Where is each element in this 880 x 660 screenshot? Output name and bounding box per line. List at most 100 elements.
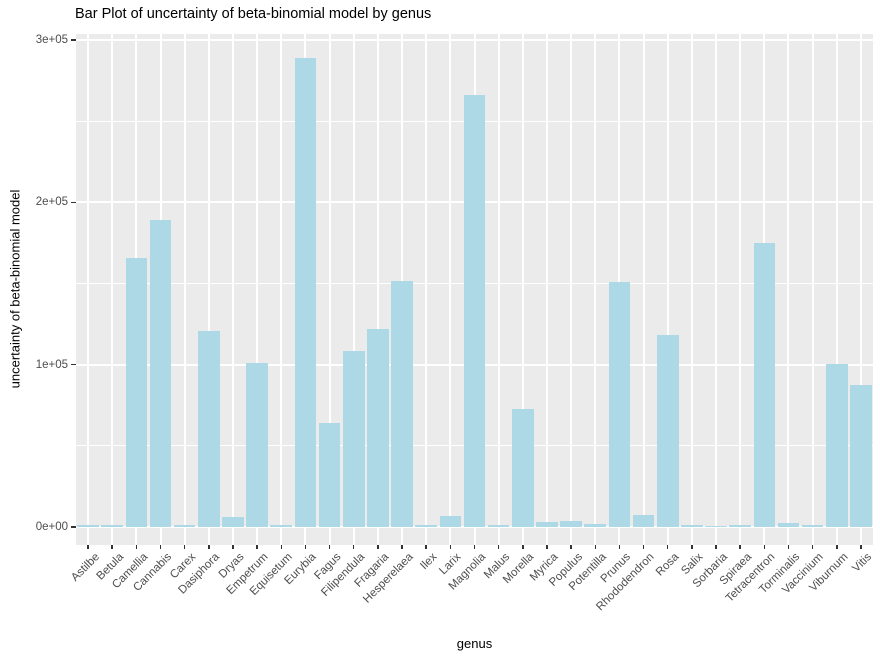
x-tick-label: Rosa xyxy=(653,551,682,579)
bar-astilbe xyxy=(77,524,99,527)
y-tick xyxy=(71,201,76,204)
bar-morella xyxy=(512,409,534,527)
gridline-vertical xyxy=(87,34,90,545)
bar-vaccinium xyxy=(801,524,824,527)
x-tick xyxy=(497,545,500,549)
bar-betula xyxy=(101,525,124,527)
x-tick xyxy=(618,545,621,549)
gridline-vertical xyxy=(859,34,862,545)
x-tick xyxy=(570,545,572,549)
x-tick xyxy=(159,545,162,549)
x-tick xyxy=(208,545,210,549)
x-tick xyxy=(401,545,403,549)
gridline-vertical xyxy=(545,34,548,545)
bar-rhododendron xyxy=(632,515,655,527)
gridline-vertical xyxy=(835,34,838,545)
gridline-vertical xyxy=(449,34,452,545)
bar-empetrum xyxy=(246,363,268,527)
gridline-vertical xyxy=(739,34,742,545)
x-tick xyxy=(256,545,258,549)
bar-prunus xyxy=(608,281,631,527)
gridline-vertical xyxy=(521,34,524,545)
x-tick-label: Vitis xyxy=(850,551,875,575)
x-tick xyxy=(377,545,379,549)
gridline-vertical xyxy=(715,34,717,545)
bar-populus xyxy=(560,521,582,527)
gridline-vertical xyxy=(328,34,331,545)
bar-equisetum xyxy=(270,525,293,527)
gridline-vertical xyxy=(787,34,790,545)
bar-cannabis xyxy=(149,220,172,527)
bar-ilex xyxy=(415,524,437,527)
bar-tetracentron xyxy=(753,242,776,527)
x-tick xyxy=(87,545,89,549)
bar-carex xyxy=(173,524,196,527)
bar-myrica xyxy=(536,522,558,527)
bar-camellia xyxy=(125,257,148,527)
x-tick-label: Astilbe xyxy=(68,551,102,584)
bar-salix xyxy=(681,524,703,527)
bar-spiraea xyxy=(729,525,751,527)
gridline-vertical xyxy=(352,34,355,545)
x-tick xyxy=(836,545,838,549)
x-tick xyxy=(715,545,717,549)
bar-filipendula xyxy=(342,350,365,527)
x-tick xyxy=(135,545,138,549)
x-tick xyxy=(183,545,186,549)
bar-dasiphora xyxy=(198,330,220,527)
gridline-vertical xyxy=(690,34,693,545)
x-tick xyxy=(691,545,693,549)
y-tick-label: 2e+05 xyxy=(35,196,68,209)
bar-sorbaria xyxy=(705,525,727,527)
x-tick xyxy=(860,545,862,549)
y-tick-label: 1e+05 xyxy=(35,358,68,371)
gridline-vertical xyxy=(207,34,210,545)
x-tick xyxy=(473,545,476,549)
gridline-vertical xyxy=(811,34,814,545)
gridline-vertical xyxy=(376,34,379,545)
x-tick xyxy=(763,545,766,549)
y-tick xyxy=(71,363,76,366)
bar-eurybia xyxy=(294,57,317,527)
x-tick xyxy=(787,545,790,549)
gridline-vertical xyxy=(497,34,500,545)
gridline-vertical xyxy=(642,34,645,545)
bar-malus xyxy=(487,525,510,527)
x-tick xyxy=(449,545,452,549)
bar-rosa xyxy=(656,335,679,527)
y-tick xyxy=(71,39,76,41)
bar-fagus xyxy=(318,423,341,527)
x-tick xyxy=(594,545,596,549)
x-tick xyxy=(811,545,814,549)
bar-dryas xyxy=(222,516,244,527)
x-tick xyxy=(425,545,427,549)
chart-title: Bar Plot of uncertainty of beta-binomial… xyxy=(75,6,432,22)
gridline-vertical xyxy=(425,34,428,545)
x-tick xyxy=(739,545,741,549)
bar-torminalis xyxy=(777,523,800,527)
gridline-vertical xyxy=(570,34,573,545)
y-tick xyxy=(71,526,76,528)
plot-panel xyxy=(76,34,873,545)
gridline-vertical xyxy=(666,34,669,545)
x-tick xyxy=(352,545,355,549)
x-tick xyxy=(522,545,524,549)
bar-hesperelaea xyxy=(391,281,413,527)
gridline-vertical xyxy=(256,34,259,545)
y-tick-label: 0e+00 xyxy=(35,521,68,533)
x-tick xyxy=(280,545,283,549)
gridline-vertical xyxy=(111,34,114,545)
gridline-vertical xyxy=(280,34,283,545)
bar-larix xyxy=(439,515,462,527)
x-tick xyxy=(111,545,113,549)
x-tick xyxy=(666,545,669,549)
x-tick xyxy=(328,545,331,549)
bar-fragaria xyxy=(367,328,389,527)
bar-viburnum xyxy=(825,363,848,527)
x-tick-label: Ilex xyxy=(418,551,440,573)
x-tick xyxy=(232,545,234,549)
x-tick xyxy=(546,545,548,549)
x-axis-title: genus xyxy=(456,636,493,651)
gridline-vertical xyxy=(231,34,234,545)
